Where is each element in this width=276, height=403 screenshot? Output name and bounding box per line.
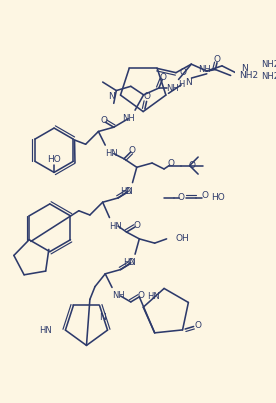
Text: O: O <box>179 68 186 77</box>
Text: O: O <box>167 158 174 168</box>
Text: NH: NH <box>122 114 135 123</box>
Text: H: H <box>178 79 184 89</box>
Text: O: O <box>125 187 132 195</box>
Text: HN: HN <box>109 222 122 231</box>
Text: O: O <box>133 221 140 230</box>
Text: NH2: NH2 <box>261 60 276 69</box>
Text: HO: HO <box>211 193 225 202</box>
Text: HN: HN <box>39 326 52 334</box>
Text: HN: HN <box>105 149 118 158</box>
Text: O: O <box>177 193 184 202</box>
Text: O: O <box>160 73 167 82</box>
Text: O: O <box>100 116 107 125</box>
Text: N: N <box>108 92 115 101</box>
Text: O: O <box>189 161 196 170</box>
Text: NH: NH <box>198 65 211 74</box>
Text: HN: HN <box>123 258 136 267</box>
Text: N: N <box>100 313 106 322</box>
Text: NH: NH <box>166 83 179 93</box>
Text: NH2: NH2 <box>261 72 276 81</box>
Text: NH2: NH2 <box>239 71 258 80</box>
Text: N: N <box>185 78 191 87</box>
Text: O: O <box>201 191 208 200</box>
Text: HN: HN <box>120 187 133 195</box>
Text: O: O <box>144 92 151 101</box>
Text: O: O <box>137 291 145 299</box>
Text: O: O <box>127 258 134 267</box>
Text: O: O <box>194 321 201 330</box>
Text: O: O <box>214 55 221 64</box>
Text: N: N <box>241 64 248 73</box>
Text: NH: NH <box>112 291 124 301</box>
Text: O: O <box>129 146 136 155</box>
Text: OH: OH <box>175 235 189 243</box>
Text: HN: HN <box>147 293 160 301</box>
Text: HO: HO <box>47 155 61 164</box>
